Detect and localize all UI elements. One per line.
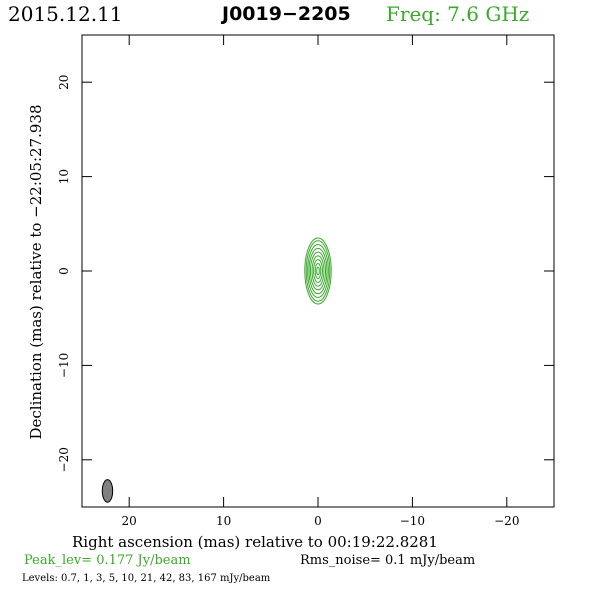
beam-ellipse-group: [101, 479, 114, 503]
peak-level: Peak_lev= 0.177 Jy/beam: [24, 553, 191, 568]
contour-level-3: [307, 244, 329, 298]
x-tick-label: −10: [400, 514, 425, 528]
x-axis-label: Right ascension (mas) relative to 00:19:…: [72, 533, 438, 551]
y-axis-label: Declination (mas) relative to −22:05:27.…: [27, 104, 45, 440]
source-name: J0019−2205: [222, 3, 351, 25]
y-tick-label: 0: [57, 267, 71, 275]
x-tick-label: 20: [122, 514, 137, 528]
contour-level-0_7: [304, 237, 332, 305]
rms-noise: Rms_noise= 0.1 mJy/beam: [300, 553, 476, 568]
contour-levels: Levels: 0.7, 1, 3, 5, 10, 21, 42, 83, 16…: [22, 573, 271, 584]
contour-level-1: [305, 240, 331, 302]
y-tick-label: 10: [57, 169, 71, 184]
beam-ellipse: [101, 479, 114, 503]
contour-level-42: [313, 259, 323, 283]
plot-frame: [81, 34, 555, 508]
contour-level-21: [311, 255, 325, 287]
x-tick-label: −20: [494, 514, 519, 528]
x-tick-label: 10: [216, 514, 231, 528]
y-tick-label: 20: [57, 75, 71, 90]
contour-level-10: [309, 251, 327, 291]
contour-level-83: [314, 262, 322, 280]
axis-ticks: 20 10 0 −10 −20 20 10 0 −10 −20: [57, 35, 554, 528]
frequency-label: Freq: 7.6 GHz: [386, 2, 530, 26]
x-tick-label: 0: [314, 514, 322, 528]
y-tick-label: −20: [57, 447, 71, 472]
source-contours: [304, 237, 332, 305]
observation-date: 2015.12.11: [8, 2, 123, 26]
contour-level-167: [316, 266, 320, 276]
y-tick-label: −10: [57, 353, 71, 378]
contour-level-5: [308, 247, 328, 295]
